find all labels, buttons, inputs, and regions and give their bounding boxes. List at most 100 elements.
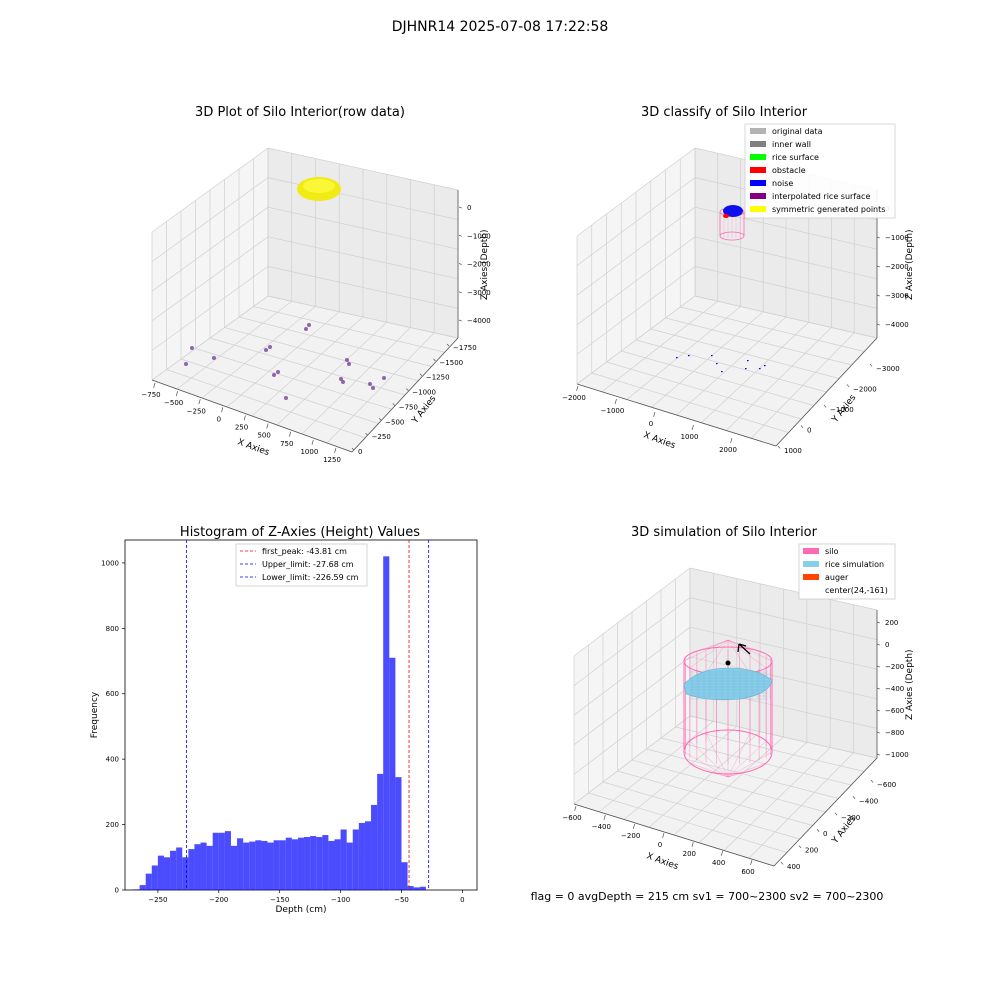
histogram-bar bbox=[419, 886, 426, 890]
y-tick-mark bbox=[351, 447, 355, 451]
z-tick-label: −1000 bbox=[467, 232, 491, 240]
wall-gridline bbox=[573, 597, 691, 686]
floor-gridline bbox=[660, 737, 852, 786]
y-tick-label: 0 bbox=[358, 448, 362, 456]
x-tick-label: −50 bbox=[394, 896, 409, 904]
y-tick-label: −200 bbox=[841, 814, 860, 822]
histogram-bar bbox=[249, 841, 256, 890]
z-tick-label: −800 bbox=[885, 729, 904, 737]
x-tick-mark bbox=[266, 423, 269, 429]
z-tick-label: −1000 bbox=[885, 751, 909, 759]
z-tick-label: −600 bbox=[885, 707, 904, 715]
z-tick-label: −3000 bbox=[885, 292, 909, 300]
legend-label: rice simulation bbox=[825, 560, 884, 569]
silo-roof-line bbox=[705, 639, 729, 650]
x-tick-label: 0 bbox=[217, 415, 221, 423]
legend-swatch bbox=[750, 206, 766, 212]
legend-swatch bbox=[803, 561, 819, 567]
floor-gridline bbox=[750, 332, 855, 439]
x-tick-label: −400 bbox=[592, 823, 611, 831]
x-tick-label: −200 bbox=[209, 896, 228, 904]
y-tick-label: −750 bbox=[399, 403, 418, 411]
z-tick-mark bbox=[458, 234, 462, 237]
x-tick-mark bbox=[243, 415, 246, 421]
x-tick-mark bbox=[576, 385, 579, 391]
y-tick-label: −250 bbox=[372, 433, 391, 441]
y-tick-label: −1000 bbox=[830, 406, 854, 414]
histogram-bar bbox=[322, 835, 329, 890]
x-tick-label: −100 bbox=[331, 896, 350, 904]
x-tick-label: 400 bbox=[712, 859, 725, 867]
wall-gridline bbox=[151, 266, 269, 351]
panel3-title: Histogram of Z-Axies (Height) Values bbox=[180, 525, 420, 540]
raw-point bbox=[368, 382, 372, 386]
silo-cone-line bbox=[689, 740, 729, 778]
wall-gridline bbox=[267, 147, 459, 191]
panel1-zlabel: Z Axies (Depth) bbox=[480, 229, 490, 300]
y-tick-label: 800 bbox=[106, 625, 119, 633]
wall-gridline bbox=[576, 206, 696, 296]
silo-cone-line bbox=[705, 770, 729, 778]
wall-gridline bbox=[151, 295, 269, 381]
raw-point bbox=[339, 377, 343, 381]
silo-roof-line bbox=[727, 639, 767, 669]
z-tick-mark bbox=[876, 731, 880, 734]
y-tick-mark bbox=[406, 388, 409, 391]
histogram-bar bbox=[182, 857, 189, 890]
y-axis-line bbox=[775, 337, 878, 447]
z-tick-mark bbox=[876, 709, 880, 712]
wall-gridline bbox=[151, 236, 269, 322]
z-tick-label: −4000 bbox=[467, 317, 491, 325]
y-tick-label: −1500 bbox=[439, 359, 463, 367]
x-tick-mark bbox=[614, 398, 617, 404]
wall-gridline bbox=[151, 206, 269, 292]
legend-frame bbox=[235, 543, 368, 587]
silo-cone-line bbox=[705, 732, 729, 778]
x-tick-mark bbox=[632, 823, 636, 829]
floor-gridline bbox=[646, 748, 839, 799]
y-tick-mark bbox=[846, 384, 850, 388]
legend-swatch bbox=[803, 548, 819, 554]
silo-roof-line bbox=[727, 639, 767, 655]
y-tick-label: −500 bbox=[385, 418, 404, 426]
panel2-title: 3D classify of Silo Interior bbox=[641, 105, 808, 120]
histogram-bar bbox=[200, 842, 207, 890]
legend-swatch bbox=[750, 193, 766, 199]
histogram-bar bbox=[279, 840, 286, 890]
y-tick-mark bbox=[378, 418, 382, 421]
x-tick-label: 200 bbox=[683, 850, 696, 858]
x-tick-mark bbox=[653, 411, 656, 417]
floor-gridline bbox=[238, 316, 432, 367]
histogram-xlabel: Depth (cm) bbox=[275, 905, 326, 915]
histogram-bar bbox=[304, 837, 311, 890]
noise-point bbox=[688, 355, 690, 357]
histogram-bar bbox=[401, 862, 408, 890]
silo-roof-line bbox=[689, 639, 729, 669]
wall-gridline bbox=[267, 206, 459, 250]
wall-gridline bbox=[576, 177, 696, 266]
silo-base-ring bbox=[719, 231, 745, 241]
raw-point bbox=[284, 396, 288, 400]
z-tick-mark bbox=[876, 265, 880, 268]
x-tick-mark bbox=[691, 424, 694, 430]
y-tick-label: 200 bbox=[805, 847, 818, 855]
z-tick-label: −2000 bbox=[467, 261, 491, 269]
y-tick-mark bbox=[800, 425, 804, 429]
silo-roof-line bbox=[727, 639, 751, 674]
histogram-bar bbox=[413, 887, 420, 890]
z-tick-label: 0 bbox=[467, 204, 471, 212]
z-tick-mark bbox=[458, 263, 462, 265]
y-tick-mark bbox=[852, 796, 856, 800]
wall-gridline bbox=[576, 295, 696, 385]
y-tick-mark bbox=[446, 343, 450, 347]
x-tick-mark bbox=[198, 399, 201, 405]
y-tick-mark bbox=[870, 779, 874, 783]
x-tick-mark bbox=[720, 850, 724, 856]
raw-surface-highlight bbox=[303, 179, 335, 193]
y-tick-label: 1000 bbox=[784, 447, 802, 455]
legend-swatch bbox=[750, 167, 766, 173]
noise-point bbox=[745, 368, 747, 370]
legend-label: obstacle bbox=[772, 166, 806, 175]
x-tick-label: 1000 bbox=[681, 433, 699, 441]
y-tick-mark bbox=[816, 828, 820, 832]
